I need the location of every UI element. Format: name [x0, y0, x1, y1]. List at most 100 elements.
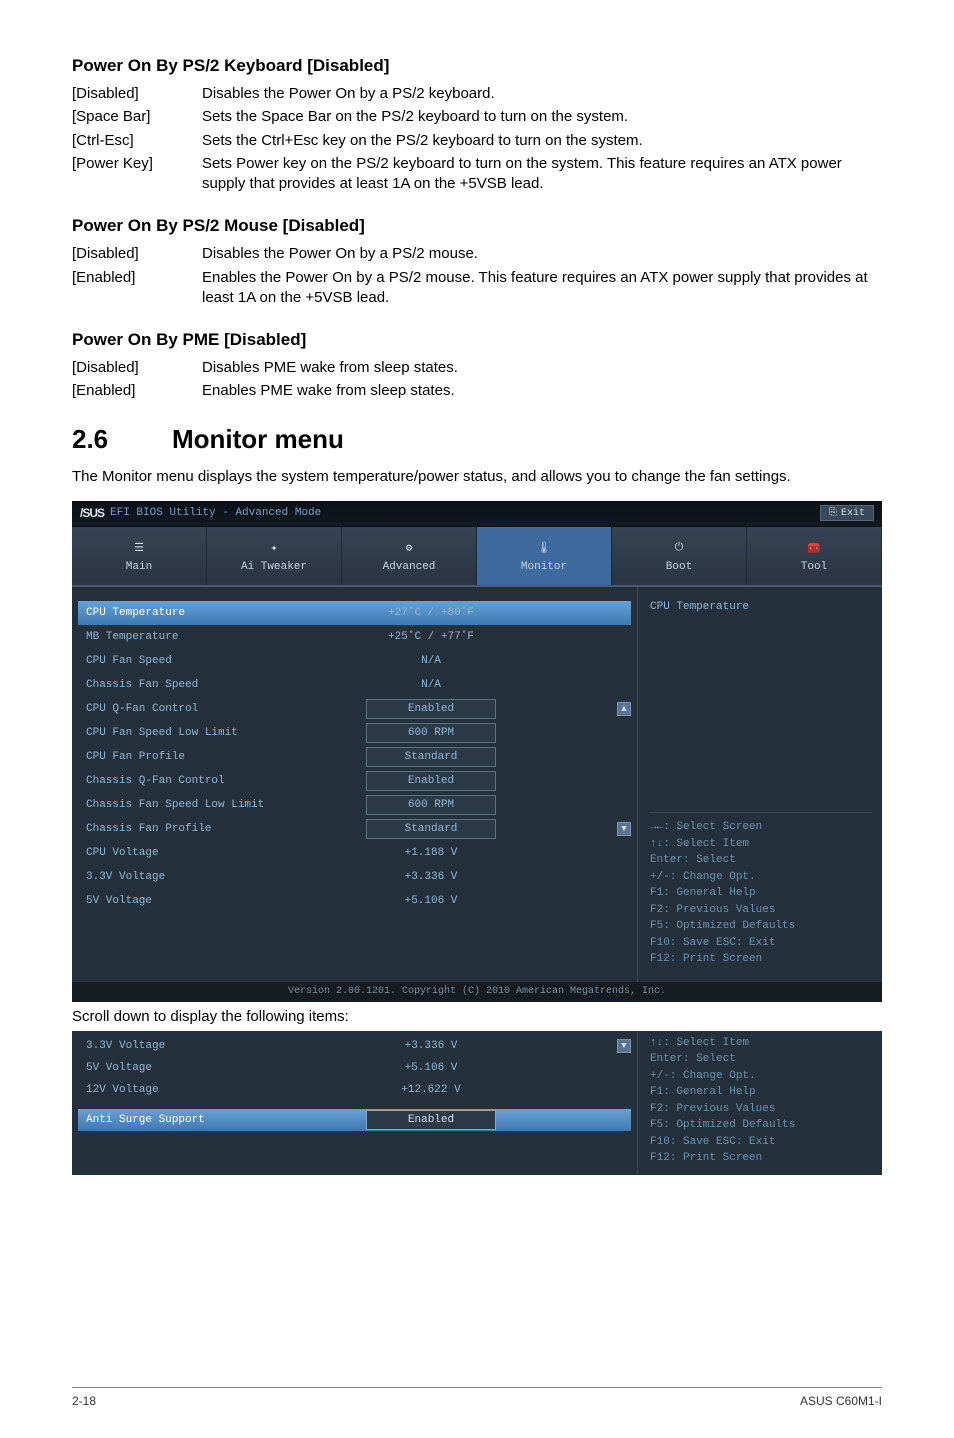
bios2-left-panel: 3.3V Voltage+3.336 V▼5V Voltage+5.106 V1…	[72, 1031, 637, 1175]
monitor-value[interactable]: 600 RPM	[366, 795, 496, 815]
option-row: [Disabled]Disables PME wake from sleep s…	[72, 358, 882, 378]
monitor-value[interactable]: 600 RPM	[366, 723, 496, 743]
monitor-value[interactable]: Enabled	[366, 699, 496, 719]
option-desc: Disables PME wake from sleep states.	[202, 358, 882, 378]
monitor-value: +1.188 V	[366, 847, 496, 859]
tab-icon: ☰	[134, 539, 144, 557]
monitor-value[interactable]: Enabled	[366, 1110, 496, 1130]
bios-logo: /SUS	[80, 506, 104, 520]
option-row: [Ctrl-Esc]Sets the Ctrl+Esc key on the P…	[72, 131, 882, 151]
monitor-row[interactable]: 5V Voltage+5.106 V	[78, 1057, 631, 1079]
bios-tab-ai-tweaker[interactable]: ✦Ai Tweaker	[207, 527, 342, 585]
bios-title: EFI BIOS Utility - Advanced Mode	[110, 507, 321, 519]
option-desc: Enables the Power On by a PS/2 mouse. Th…	[202, 268, 882, 309]
section-pme: Power On By PME [Disabled] [Disabled]Dis…	[72, 330, 882, 402]
monitor-label: Chassis Fan Speed	[86, 679, 366, 691]
help-line: F10: Save ESC: Exit	[650, 1134, 872, 1151]
scroll-down-icon[interactable]: ▼	[617, 1039, 631, 1053]
monitor-label: 3.3V Voltage	[86, 1040, 366, 1052]
intro-text: The Monitor menu displays the system tem…	[72, 467, 882, 487]
help-line: F5: Optimized Defaults	[650, 918, 872, 935]
help-line: +/-: Change Opt.	[650, 1068, 872, 1085]
bios-body: CPU Temperature+27˚C / +80˚FMB Temperatu…	[72, 587, 882, 982]
option-desc: Disables the Power On by a PS/2 mouse.	[202, 244, 882, 264]
monitor-row[interactable]: CPU Temperature+27˚C / +80˚F	[78, 601, 631, 625]
tab-icon: 🌡	[537, 539, 551, 557]
bios-tab-monitor[interactable]: 🌡Monitor	[477, 527, 612, 585]
monitor-value[interactable]: Standard	[366, 819, 496, 839]
monitor-row[interactable]: 5V Voltage+5.106 V	[78, 889, 631, 913]
monitor-label: CPU Q-Fan Control	[86, 703, 366, 715]
monitor-row[interactable]: Chassis Fan Speed Low Limit600 RPM	[78, 793, 631, 817]
chapter-number: 2.6	[72, 424, 172, 455]
monitor-row-anti-surge[interactable]: Anti Surge SupportEnabled	[78, 1109, 631, 1131]
monitor-row[interactable]: Chassis Fan SpeedN/A	[78, 673, 631, 697]
scroll-caption: Scroll down to display the following ite…	[72, 1008, 882, 1025]
help-line: F1: General Help	[650, 885, 872, 902]
monitor-label: 3.3V Voltage	[86, 871, 366, 883]
tab-icon: ⚙	[406, 539, 413, 557]
option-row: [Enabled]Enables PME wake from sleep sta…	[72, 381, 882, 401]
bios-help: →←: Select Screen↑↓: Select ItemEnter: S…	[650, 812, 872, 974]
help-line: ↑↓: Select Item	[650, 836, 872, 853]
option-row: [Power Key]Sets Power key on the PS/2 ke…	[72, 154, 882, 195]
monitor-value: +5.106 V	[366, 895, 496, 907]
help-line: F2: Previous Values	[650, 902, 872, 919]
monitor-row[interactable]: Chassis Fan ProfileStandard ▼	[78, 817, 631, 841]
help-line: F12: Print Screen	[650, 1150, 872, 1167]
monitor-row[interactable]: CPU Fan Speed Low Limit600 RPM	[78, 721, 631, 745]
option-key: [Enabled]	[72, 381, 202, 401]
bios-screenshot: /SUS EFI BIOS Utility - Advanced Mode ⎘ …	[72, 501, 882, 1002]
monitor-row[interactable]: CPU Voltage+1.188 V	[78, 841, 631, 865]
option-row: [Disabled]Disables the Power On by a PS/…	[72, 244, 882, 264]
page-model: ASUS C60M1-I	[800, 1394, 882, 1408]
option-key: [Power Key]	[72, 154, 202, 195]
monitor-value[interactable]: Standard	[366, 747, 496, 767]
bios-exit-button[interactable]: ⎘ Exit	[820, 505, 874, 521]
bios-tab-advanced[interactable]: ⚙ Advanced	[342, 527, 477, 585]
help-line: →←: Select Screen	[650, 819, 872, 836]
monitor-row[interactable]: 3.3V Voltage+3.336 V	[78, 865, 631, 889]
option-key: [Disabled]	[72, 84, 202, 104]
tab-icon: ⏻	[675, 539, 684, 557]
monitor-row[interactable]: CPU Q-Fan ControlEnabled ▲	[78, 697, 631, 721]
bios-tabs: ☰Main✦Ai Tweaker ⚙ Advanced 🌡Monitor ⏻ Boot 🧰T…	[72, 527, 882, 587]
option-key: [Ctrl-Esc]	[72, 131, 202, 151]
monitor-row[interactable]: CPU Fan ProfileStandard	[78, 745, 631, 769]
monitor-label: Chassis Fan Profile	[86, 823, 366, 835]
monitor-row[interactable]: Chassis Q-Fan ControlEnabled	[78, 769, 631, 793]
monitor-label: Anti Surge Support	[86, 1114, 366, 1126]
heading-ps2mouse: Power On By PS/2 Mouse [Disabled]	[72, 216, 882, 236]
heading-pme: Power On By PME [Disabled]	[72, 330, 882, 350]
option-desc: Enables PME wake from sleep states.	[202, 381, 882, 401]
monitor-row[interactable]: 3.3V Voltage+3.336 V▼	[78, 1035, 631, 1057]
scroll-down-icon[interactable]: ▼	[617, 822, 631, 836]
monitor-value[interactable]: Enabled	[366, 771, 496, 791]
page-number: 2-18	[72, 1394, 96, 1408]
monitor-row[interactable]: 12V Voltage+12.622 V	[78, 1079, 631, 1101]
monitor-row[interactable]: MB Temperature+25˚C / +77˚F	[78, 625, 631, 649]
tab-label: Boot	[666, 561, 692, 573]
tab-label: Advanced	[383, 561, 436, 573]
exit-icon: ⎘	[829, 507, 837, 519]
option-desc: Sets the Ctrl+Esc key on the PS/2 keyboa…	[202, 131, 882, 151]
tab-icon: ✦	[271, 539, 278, 557]
bios-tab-boot[interactable]: ⏻ Boot	[612, 527, 747, 585]
monitor-row[interactable]: CPU Fan SpeedN/A	[78, 649, 631, 673]
monitor-label: CPU Voltage	[86, 847, 366, 859]
bios-tab-main[interactable]: ☰Main	[72, 527, 207, 585]
option-row: [Disabled]Disables the Power On by a PS/…	[72, 84, 882, 104]
option-desc: Disables the Power On by a PS/2 keyboard…	[202, 84, 882, 104]
monitor-label: 5V Voltage	[86, 895, 366, 907]
bios-screenshot-continued: 3.3V Voltage+3.336 V▼5V Voltage+5.106 V1…	[72, 1031, 882, 1175]
bios-tab-tool[interactable]: 🧰Tool	[747, 527, 882, 585]
tab-icon: 🧰	[807, 539, 821, 557]
help-line: ↑↓: Select Item	[650, 1035, 872, 1052]
option-key: [Disabled]	[72, 358, 202, 378]
monitor-label: CPU Fan Profile	[86, 751, 366, 763]
help-line: F1: General Help	[650, 1084, 872, 1101]
option-key: [Space Bar]	[72, 107, 202, 127]
section-ps2-mouse: Power On By PS/2 Mouse [Disabled] [Disab…	[72, 216, 882, 308]
scroll-up-icon[interactable]: ▲	[617, 702, 631, 716]
help-line: F12: Print Screen	[650, 951, 872, 968]
